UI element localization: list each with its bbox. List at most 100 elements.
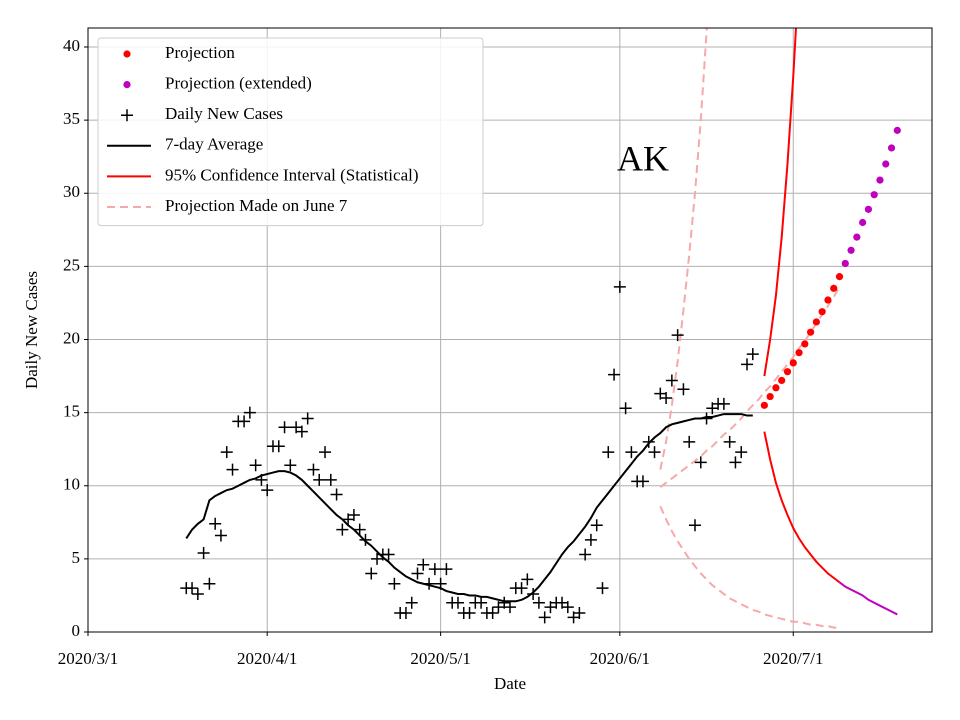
projection-dot (783, 368, 792, 376)
projection-dot (853, 233, 861, 241)
average-line (185, 413, 753, 603)
y-tick-label: 10 (63, 475, 80, 494)
case-marker (301, 412, 314, 425)
case-marker (671, 329, 684, 342)
projection-dot (795, 349, 803, 357)
x-tick-label: 2020/5/1 (410, 649, 470, 668)
case-marker (307, 463, 320, 476)
projection-dot (789, 359, 797, 367)
case-marker (336, 523, 349, 536)
case-marker (249, 459, 262, 472)
case-marker (255, 473, 268, 486)
projection-dot (859, 218, 867, 227)
case-marker (619, 402, 632, 415)
case-marker (347, 509, 360, 522)
case-marker (636, 475, 649, 488)
case-marker (278, 421, 291, 434)
case-marker (532, 596, 545, 609)
legend-label: Projection (extended) (165, 74, 312, 93)
y-tick-label: 35 (63, 109, 80, 128)
case-marker (209, 517, 222, 530)
case-marker (573, 606, 586, 619)
y-tick-label: 30 (63, 182, 80, 201)
case-marker (451, 596, 464, 609)
ci-lower (763, 431, 841, 584)
x-tick-label: 2020/6/1 (590, 649, 650, 668)
x-axis-label: Date (494, 674, 526, 693)
case-marker (203, 577, 216, 590)
case-marker (660, 392, 673, 405)
case-marker (191, 587, 204, 600)
case-marker (625, 446, 638, 459)
projection-dot (812, 318, 820, 326)
case-marker (475, 596, 488, 609)
case-marker (359, 533, 372, 546)
projection-dot (847, 246, 855, 254)
projection-dot (893, 126, 901, 134)
case-marker (284, 459, 297, 472)
legend-label: Projection Made on June 7 (165, 196, 348, 215)
case-marker (735, 446, 748, 459)
y-tick-label: 40 (63, 36, 80, 55)
projection-dot (766, 392, 774, 401)
legend: Projection Projection (extended) Daily New… (97, 37, 484, 227)
case-marker (521, 573, 534, 586)
case-marker (417, 558, 430, 571)
legend-label: Projection (165, 43, 235, 62)
case-marker (538, 611, 551, 624)
projection-dot (870, 191, 878, 199)
legend-marker (123, 50, 131, 58)
case-marker (608, 368, 621, 381)
june7-upper (659, 28, 708, 470)
y-tick-label: 5 (72, 548, 81, 567)
case-marker (504, 601, 516, 614)
case-marker (214, 529, 227, 542)
projection-dot (818, 308, 826, 316)
case-marker (238, 415, 251, 428)
projection-dot (841, 259, 849, 268)
case-marker (353, 523, 366, 536)
projection-dot (772, 384, 780, 392)
projection-dot (778, 376, 786, 385)
case-marker (411, 567, 424, 580)
case-marker (313, 473, 326, 486)
case-marker (440, 563, 453, 576)
projection-dot (882, 160, 890, 168)
case-marker (434, 577, 447, 590)
annotation: AK (617, 138, 669, 178)
axes-frame (87, 27, 933, 633)
legend-label: 95% Confidence Interval (Statistical) (165, 165, 419, 184)
case-marker (683, 435, 696, 448)
case-marker (226, 463, 239, 476)
projection-dot (807, 328, 815, 336)
projection-dot (801, 340, 809, 348)
case-marker (197, 547, 210, 560)
legend-marker (121, 109, 133, 122)
legend-label: Daily New Cases (165, 104, 283, 123)
x-tick-label: 2020/7/1 (763, 649, 823, 668)
case-marker (486, 606, 499, 619)
case-marker (405, 596, 418, 609)
x-tick-label: 2020/4/1 (237, 649, 297, 668)
projection-dot (824, 296, 832, 304)
ci-upper (763, 28, 797, 377)
case-marker (186, 582, 199, 595)
case-marker (746, 348, 759, 361)
case-marker (665, 374, 678, 387)
case-marker (295, 425, 308, 438)
case-marker (463, 606, 476, 619)
case-marker (527, 587, 540, 600)
projection-dot (876, 176, 884, 184)
case-marker (261, 484, 274, 497)
case-marker (515, 582, 528, 595)
case-marker (642, 435, 655, 448)
case-marker (324, 473, 337, 486)
average-line (838, 581, 898, 616)
case-marker (561, 601, 574, 614)
case-marker (648, 446, 661, 459)
projection-dot (835, 273, 844, 281)
y-tick-label: 0 (72, 621, 81, 640)
x-tick-label: 2020/3/1 (58, 649, 118, 668)
y-tick-label: 15 (63, 402, 80, 421)
